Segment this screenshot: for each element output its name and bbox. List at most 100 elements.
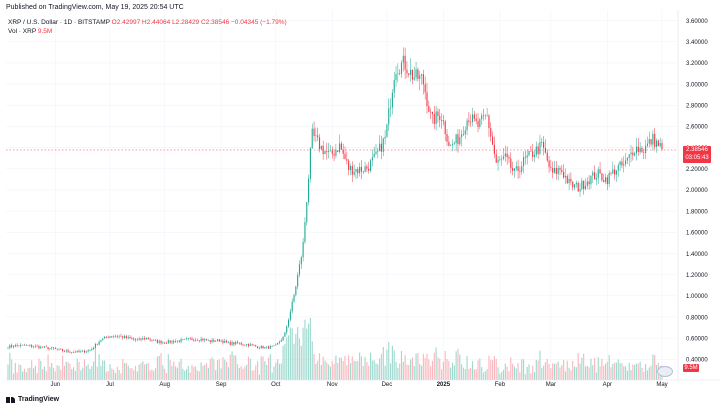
- volume-bar: [419, 363, 421, 380]
- volume-legend: Vol · XRP 9.5M: [8, 27, 52, 37]
- volume-bar: [96, 366, 98, 380]
- volume-bar: [238, 368, 240, 380]
- volume-bar: [282, 345, 284, 380]
- candle-body: [151, 340, 153, 341]
- volume-bar: [655, 364, 658, 380]
- volume-bar: [154, 368, 157, 380]
- volume-bar: [134, 366, 137, 380]
- volume-bar: [206, 363, 208, 380]
- volume-bar: [211, 357, 213, 380]
- volume-bar: [36, 372, 38, 380]
- volume-bar: [389, 363, 392, 380]
- volume-bar: [606, 361, 608, 380]
- candle-body: [42, 346, 44, 348]
- candle-body: [297, 274, 299, 287]
- volume-bar: [648, 367, 650, 380]
- candle-body: [247, 344, 250, 346]
- volume-bar: [326, 362, 328, 380]
- volume-bar: [366, 361, 368, 380]
- candle-body: [111, 336, 113, 337]
- volume-bar: [513, 366, 516, 380]
- candle-body: [506, 153, 508, 158]
- volume-bar: [486, 368, 488, 380]
- y-tick-label: 1.20000: [686, 273, 708, 279]
- volume-bar: [424, 358, 426, 380]
- volume-bar: [176, 367, 178, 380]
- volume-bar: [477, 360, 479, 380]
- volume-bar: [495, 358, 497, 380]
- price-axis[interactable]: 3.60000 3.40000 3.20000 3.00000 2.80000 2.600…: [677, 10, 708, 380]
- volume-label[interactable]: Vol · XRP: [8, 28, 37, 35]
- candle-body: [235, 342, 237, 345]
- x-tick-label: Sep: [216, 382, 227, 388]
- volume-bar: [397, 367, 399, 380]
- time-axis[interactable]: Jun Jul Aug Sep Oct Nov Dec 2025 Feb Mar Apr May: [6, 379, 720, 388]
- volume-bar: [144, 364, 146, 380]
- volume-bar: [342, 360, 344, 380]
- candle-body: [63, 351, 66, 352]
- volume-bar: [185, 369, 188, 380]
- candle-body: [300, 257, 302, 265]
- volume-bar: [400, 351, 403, 380]
- volume-bar: [287, 335, 290, 380]
- candle-body: [264, 347, 266, 349]
- volume-bar: [78, 361, 80, 380]
- volume-bar: [455, 351, 457, 380]
- candle-body: [389, 107, 392, 109]
- candle-body: [14, 345, 16, 347]
- candle-body: [282, 336, 284, 341]
- candle-body: [444, 121, 446, 134]
- candle-body: [462, 134, 464, 135]
- candle-body: [196, 339, 199, 341]
- candle-body: [470, 122, 472, 123]
- candle-body: [224, 340, 226, 343]
- volume-bar: [25, 372, 27, 380]
- candle-body: [430, 111, 432, 113]
- volume-bar: [357, 360, 359, 380]
- volume-bar: [138, 364, 140, 380]
- candle-body: [359, 166, 361, 174]
- candle-body: [173, 341, 175, 343]
- volume-bar: [561, 365, 563, 380]
- candle-body: [7, 347, 9, 349]
- candle-body: [62, 349, 64, 352]
- ohlc-low: L2.28429: [172, 19, 200, 26]
- candle-body: [543, 142, 545, 148]
- volume-bar: [65, 361, 67, 380]
- volume-bar: [20, 365, 22, 380]
- candle-body: [124, 336, 126, 338]
- candle-body: [31, 345, 33, 347]
- candle-body: [38, 346, 40, 349]
- volume-bar: [246, 364, 248, 380]
- volume-bar: [355, 361, 357, 380]
- volume-bar: [149, 370, 151, 380]
- volume-bar: [512, 363, 514, 380]
- candle-body: [69, 351, 71, 353]
- volume-bar: [182, 368, 184, 380]
- ohlc-open: O2.42997: [111, 19, 141, 26]
- candle-body: [400, 62, 403, 74]
- volume-badge: 9.5M: [683, 364, 699, 372]
- candle-body: [603, 180, 605, 182]
- volume-bar: [482, 372, 485, 380]
- candle-body: [533, 155, 536, 157]
- candle-body: [457, 134, 459, 145]
- last-price-value: 2.38546: [686, 147, 708, 153]
- volume-bar: [162, 365, 164, 380]
- symbol-name[interactable]: XRP / U.S. Dollar · 1D · BITSTAMP: [8, 19, 110, 26]
- candle-body: [577, 182, 579, 192]
- candle-body: [557, 168, 559, 174]
- candle-body: [304, 222, 306, 242]
- tradingview-mark-icon: [6, 396, 15, 403]
- volume-bar: [180, 358, 182, 380]
- candle-body: [74, 352, 76, 353]
- volume-bar: [603, 365, 605, 380]
- volume-bar: [318, 353, 321, 380]
- volume-bar: [608, 354, 610, 380]
- candle-body: [142, 338, 144, 340]
- volume-bar: [338, 357, 341, 380]
- volume-bar: [368, 365, 370, 380]
- volume-bar: [481, 367, 483, 380]
- tradingview-logo[interactable]: TradingView: [6, 396, 59, 403]
